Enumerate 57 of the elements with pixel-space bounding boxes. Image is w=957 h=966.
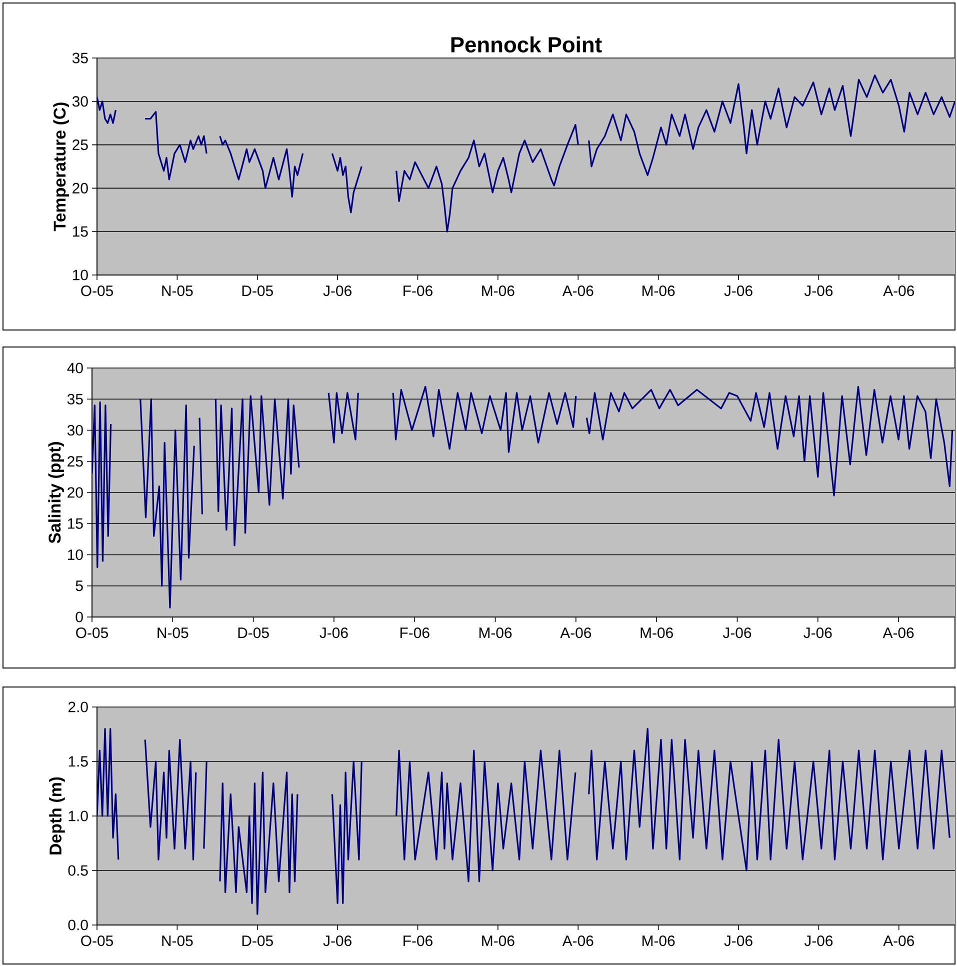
x-tick-label: M-06 bbox=[640, 628, 673, 638]
y-tick-label: 25 bbox=[72, 139, 88, 150]
x-tick-label: F-06 bbox=[404, 286, 432, 296]
x-tick-label: J-06 bbox=[323, 936, 352, 946]
x-tick-label: D-05 bbox=[238, 628, 269, 638]
y-tick-label: 5 bbox=[76, 580, 83, 592]
x-tick-label: F-06 bbox=[400, 628, 430, 638]
x-tick-label: J-06 bbox=[804, 286, 833, 296]
x-tick-label: F-06 bbox=[404, 936, 432, 946]
x-tick-label: J-06 bbox=[320, 628, 348, 638]
x-tick-label: J-06 bbox=[722, 628, 752, 638]
x-tick-label: A-06 bbox=[562, 936, 594, 946]
y-axis-title: Temperature (C) bbox=[53, 102, 70, 232]
y-tick-label: 1.5 bbox=[68, 756, 88, 767]
y-tick-label: 10 bbox=[73, 270, 88, 280]
x-tick-label: A-06 bbox=[882, 628, 914, 638]
x-tick-label: N-05 bbox=[162, 286, 193, 296]
x-tick-label: A-06 bbox=[883, 936, 914, 946]
y-tick-label: 1.0 bbox=[68, 810, 88, 822]
y-tick-label: 15 bbox=[73, 226, 88, 237]
y-tick-label: 40 bbox=[67, 362, 83, 374]
y-tick-label: 2.0 bbox=[68, 702, 88, 712]
y-axis-title: Depth (m) bbox=[49, 777, 65, 854]
x-tick-label: O-05 bbox=[76, 628, 108, 638]
y-tick-label: 0.0 bbox=[68, 920, 88, 930]
y-tick-label: 20 bbox=[72, 182, 88, 194]
x-tick-label: J-06 bbox=[724, 286, 752, 296]
x-tick-label: O-05 bbox=[81, 286, 113, 296]
y-tick-label: 35 bbox=[72, 52, 88, 64]
x-tick-label: M-06 bbox=[482, 936, 514, 946]
x-tick-label: D-05 bbox=[242, 286, 273, 296]
chart-title: Pennock Point bbox=[451, 36, 602, 52]
x-tick-label: A-06 bbox=[883, 286, 914, 296]
y-tick-label: 30 bbox=[72, 96, 88, 107]
y-axis-title: Salinity (ppt) bbox=[48, 442, 64, 544]
x-tick-label: J-06 bbox=[804, 936, 833, 946]
x-tick-label: N-05 bbox=[162, 936, 193, 946]
x-tick-label: M-06 bbox=[479, 628, 512, 638]
x-tick-label: A-06 bbox=[560, 628, 592, 638]
y-tick-label: 0 bbox=[76, 612, 83, 622]
x-tick-label: A-06 bbox=[562, 286, 594, 296]
x-tick-label: J-06 bbox=[323, 286, 352, 296]
x-tick-label: M-06 bbox=[642, 936, 675, 946]
x-tick-label: J-06 bbox=[804, 628, 832, 638]
y-tick-label: 25 bbox=[68, 456, 83, 467]
x-tick-label: M-06 bbox=[482, 286, 514, 296]
x-tick-label: J-06 bbox=[724, 936, 752, 946]
x-tick-label: O-05 bbox=[81, 936, 113, 946]
x-tick-label: M-06 bbox=[642, 286, 675, 296]
y-tick-label: 10 bbox=[68, 549, 83, 560]
x-tick-label: D-05 bbox=[242, 936, 273, 946]
y-tick-label: 15 bbox=[68, 518, 83, 529]
x-tick-label: N-05 bbox=[158, 628, 188, 638]
y-tick-label: 0.5 bbox=[68, 865, 88, 876]
y-tick-label: 35 bbox=[67, 394, 83, 404]
y-tick-label: 30 bbox=[67, 424, 83, 436]
y-tick-label: 20 bbox=[68, 487, 83, 498]
